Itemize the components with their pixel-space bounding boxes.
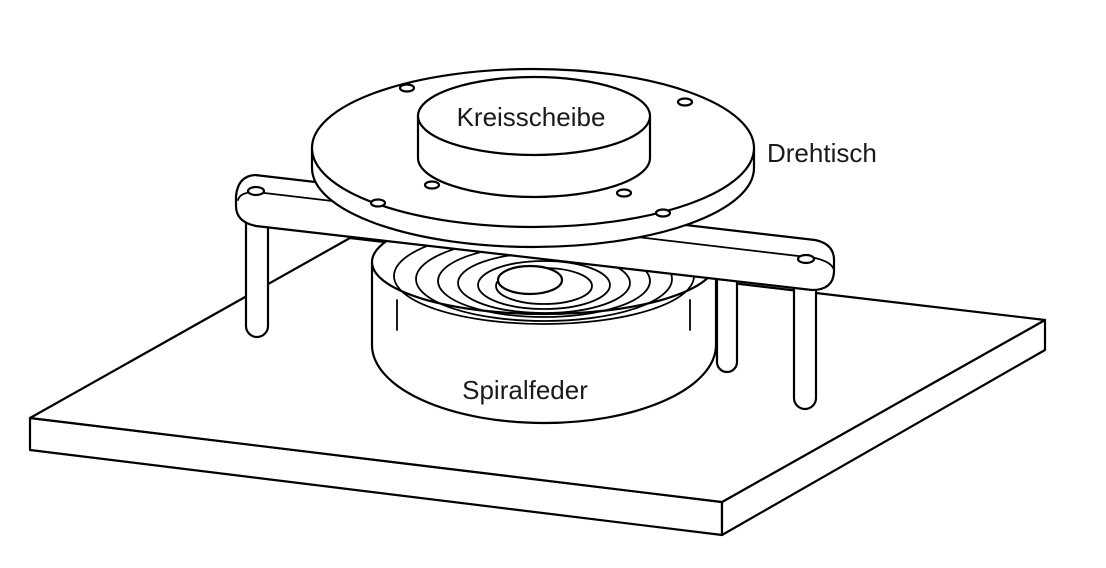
- screw-hole: [676, 97, 694, 107]
- screw-hole: [654, 208, 672, 218]
- leg-right-back: [715, 270, 739, 374]
- screw-hole: [369, 198, 387, 208]
- label-turntable: Drehtisch: [767, 138, 877, 168]
- screw-hole: [398, 83, 416, 93]
- circular-disc: [416, 75, 652, 199]
- label-disc: Kreisscheibe: [457, 102, 606, 132]
- screw-hole: [615, 188, 633, 198]
- screw-hole: [423, 180, 441, 190]
- label-spring: Spiralfeder: [462, 375, 588, 405]
